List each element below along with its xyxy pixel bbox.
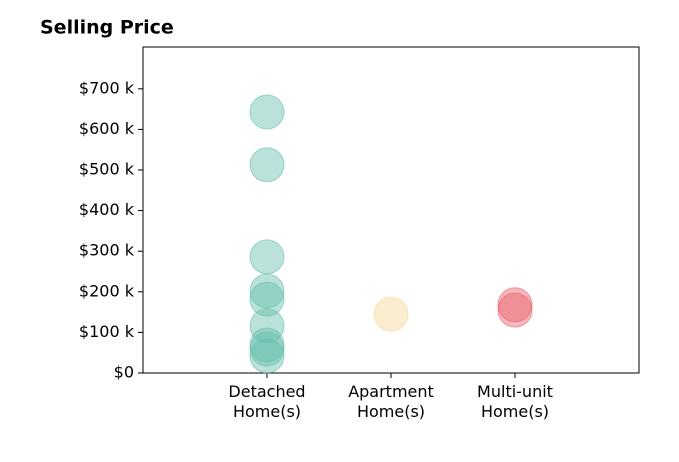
chart-title: Selling Price xyxy=(40,17,174,39)
y-tick-label: $200 k xyxy=(79,281,135,300)
point xyxy=(497,292,533,328)
y-tick-label: $100 k xyxy=(79,322,135,341)
point xyxy=(249,239,285,275)
point xyxy=(249,331,285,367)
point xyxy=(249,147,285,183)
y-tick-label: $600 k xyxy=(79,119,135,138)
point xyxy=(373,296,409,332)
point xyxy=(249,94,285,130)
y-tick-label: $0 xyxy=(114,363,134,382)
x-tick-label: Apartment Home(s) xyxy=(348,382,434,421)
x-tick-label: Multi-unit Home(s) xyxy=(477,382,553,421)
point xyxy=(249,338,285,374)
y-tick-label: $500 k xyxy=(79,160,135,179)
y-tick-label: $400 k xyxy=(79,200,135,219)
x-tick-label: Detached Home(s) xyxy=(228,382,305,421)
point xyxy=(249,273,285,309)
point xyxy=(249,281,285,317)
point xyxy=(497,287,533,323)
y-tick-label: $700 k xyxy=(79,78,135,97)
y-tick-label: $300 k xyxy=(79,241,135,260)
